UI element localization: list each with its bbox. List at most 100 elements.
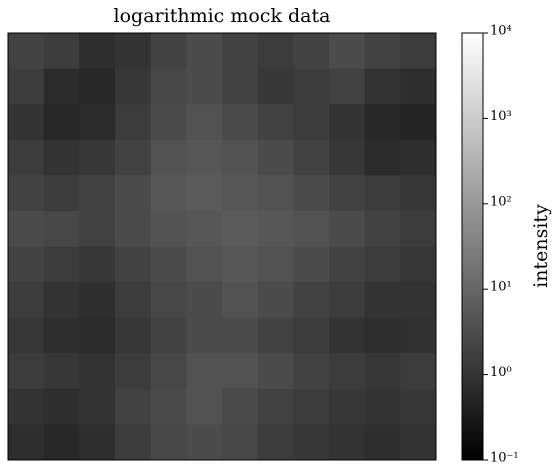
colorbar-tick-label: 10³ xyxy=(490,109,512,124)
pixel xyxy=(222,33,259,70)
pixel xyxy=(186,353,223,390)
pixel xyxy=(115,282,152,319)
pixel xyxy=(115,353,152,390)
pixel xyxy=(329,210,366,247)
pixel xyxy=(293,353,330,390)
pixel xyxy=(43,210,80,247)
pixel xyxy=(400,388,437,425)
pixel xyxy=(400,68,437,105)
pixel xyxy=(329,68,366,105)
pixel xyxy=(293,424,330,461)
pixel xyxy=(257,353,294,390)
pixel xyxy=(8,139,45,176)
pixel xyxy=(257,139,294,176)
pixel xyxy=(115,175,152,212)
pixel xyxy=(222,68,259,105)
pixel xyxy=(8,33,45,70)
pixel xyxy=(115,139,152,176)
pixel xyxy=(222,104,259,141)
pixel xyxy=(257,424,294,461)
pixel xyxy=(8,210,45,247)
pixel xyxy=(222,210,259,247)
pixel xyxy=(364,353,401,390)
pixel xyxy=(43,68,80,105)
pixel xyxy=(364,104,401,141)
pixel xyxy=(8,317,45,354)
pixel xyxy=(293,246,330,283)
pixel xyxy=(150,104,187,141)
pixel xyxy=(115,104,152,141)
pixel xyxy=(329,175,366,212)
pixel xyxy=(329,104,366,141)
pixel xyxy=(293,175,330,212)
pixel xyxy=(150,33,187,70)
pixel xyxy=(79,317,116,354)
pixel xyxy=(186,68,223,105)
pixel xyxy=(222,388,259,425)
pixel xyxy=(222,282,259,319)
pixel xyxy=(150,317,187,354)
colorbar-tick-label: 10⁰ xyxy=(490,365,512,380)
colorbar-label: intensity xyxy=(530,204,552,288)
pixel xyxy=(8,68,45,105)
pixel xyxy=(400,246,437,283)
pixel xyxy=(293,388,330,425)
pixel xyxy=(364,424,401,461)
colorbar-tick-label: 10⁻¹ xyxy=(490,451,519,466)
pixel xyxy=(79,210,116,247)
pixel xyxy=(150,282,187,319)
pixel xyxy=(329,282,366,319)
pixel xyxy=(186,210,223,247)
pixel xyxy=(43,424,80,461)
pixel xyxy=(400,424,437,461)
pixel xyxy=(186,424,223,461)
pixel xyxy=(43,33,80,70)
pixel xyxy=(79,388,116,425)
pixel xyxy=(293,139,330,176)
colorbar xyxy=(461,32,484,461)
image-frame xyxy=(7,32,437,461)
pixel xyxy=(222,246,259,283)
pixel xyxy=(364,175,401,212)
pixel xyxy=(329,353,366,390)
pixel xyxy=(150,68,187,105)
pixel xyxy=(364,68,401,105)
pixel xyxy=(222,353,259,390)
pixel xyxy=(222,175,259,212)
pixel xyxy=(400,139,437,176)
pixel xyxy=(293,68,330,105)
pixel xyxy=(222,317,259,354)
pixel xyxy=(364,317,401,354)
pixel xyxy=(8,388,45,425)
pixel xyxy=(8,175,45,212)
pixel xyxy=(150,210,187,247)
pixel xyxy=(43,246,80,283)
pixel xyxy=(79,104,116,141)
chart-title: logarithmic mock data xyxy=(114,5,331,27)
pixel xyxy=(257,210,294,247)
pixel xyxy=(115,210,152,247)
colorbar-tick-label: 10¹ xyxy=(490,280,512,295)
pixel xyxy=(293,317,330,354)
pixel xyxy=(257,246,294,283)
pixel xyxy=(293,104,330,141)
pixel xyxy=(186,175,223,212)
pixel xyxy=(364,210,401,247)
pixel xyxy=(79,246,116,283)
pixel xyxy=(43,139,80,176)
pixel xyxy=(329,424,366,461)
colorbar-tick-label: 10⁴ xyxy=(490,24,512,39)
pixel xyxy=(364,388,401,425)
pixel xyxy=(257,388,294,425)
pixel xyxy=(364,282,401,319)
pixel xyxy=(257,317,294,354)
pixel xyxy=(329,33,366,70)
pixel xyxy=(400,104,437,141)
pixel xyxy=(222,139,259,176)
pixel xyxy=(329,246,366,283)
image xyxy=(8,33,437,461)
pixel xyxy=(364,33,401,70)
pixel xyxy=(400,175,437,212)
pixel xyxy=(186,388,223,425)
